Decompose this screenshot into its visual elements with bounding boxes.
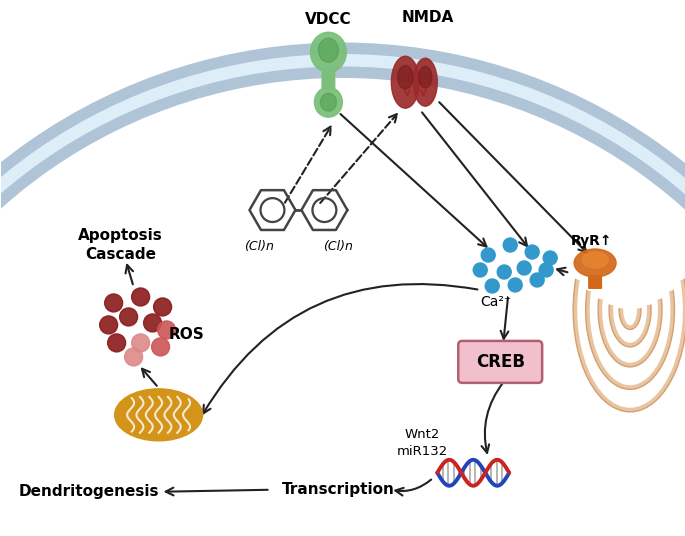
Text: VDCC: VDCC [305,12,351,27]
Circle shape [485,279,499,293]
Circle shape [503,238,517,252]
Text: Ca²⁺: Ca²⁺ [480,295,512,309]
Ellipse shape [582,252,608,268]
Ellipse shape [574,249,616,277]
Circle shape [125,348,142,366]
Circle shape [473,263,487,277]
Text: NMDA: NMDA [401,10,453,25]
Circle shape [153,298,171,316]
Circle shape [151,338,170,356]
Ellipse shape [319,38,338,62]
Circle shape [120,308,138,326]
FancyBboxPatch shape [321,71,336,89]
Text: ROS: ROS [169,327,204,343]
Circle shape [482,248,495,262]
Text: Dendritogenesis: Dendritogenesis [18,484,159,499]
Ellipse shape [413,58,437,106]
Circle shape [543,251,557,265]
Text: CREB: CREB [475,353,525,371]
Circle shape [530,273,544,287]
Text: Wnt2
miR132: Wnt2 miR132 [397,428,448,458]
Ellipse shape [321,93,336,111]
Circle shape [539,263,553,277]
Ellipse shape [391,56,419,108]
Circle shape [158,321,175,339]
FancyBboxPatch shape [458,341,542,383]
Circle shape [132,288,149,306]
Ellipse shape [310,32,347,72]
Circle shape [132,334,149,352]
Ellipse shape [314,87,342,117]
Text: (Cl)n: (Cl)n [323,240,353,253]
Ellipse shape [397,65,413,89]
Text: Transcription: Transcription [282,482,395,497]
Circle shape [508,278,522,292]
Circle shape [144,314,162,332]
Circle shape [99,316,118,334]
Circle shape [497,265,511,279]
Circle shape [105,294,123,312]
Text: RyR↑: RyR↑ [571,234,612,248]
Text: (Cl)n: (Cl)n [244,240,273,253]
Text: Apoptosis
Cascade: Apoptosis Cascade [78,228,163,262]
Ellipse shape [419,66,432,88]
Ellipse shape [114,389,203,441]
Circle shape [525,245,539,259]
Circle shape [517,261,531,275]
Circle shape [108,334,125,352]
FancyBboxPatch shape [588,275,602,289]
